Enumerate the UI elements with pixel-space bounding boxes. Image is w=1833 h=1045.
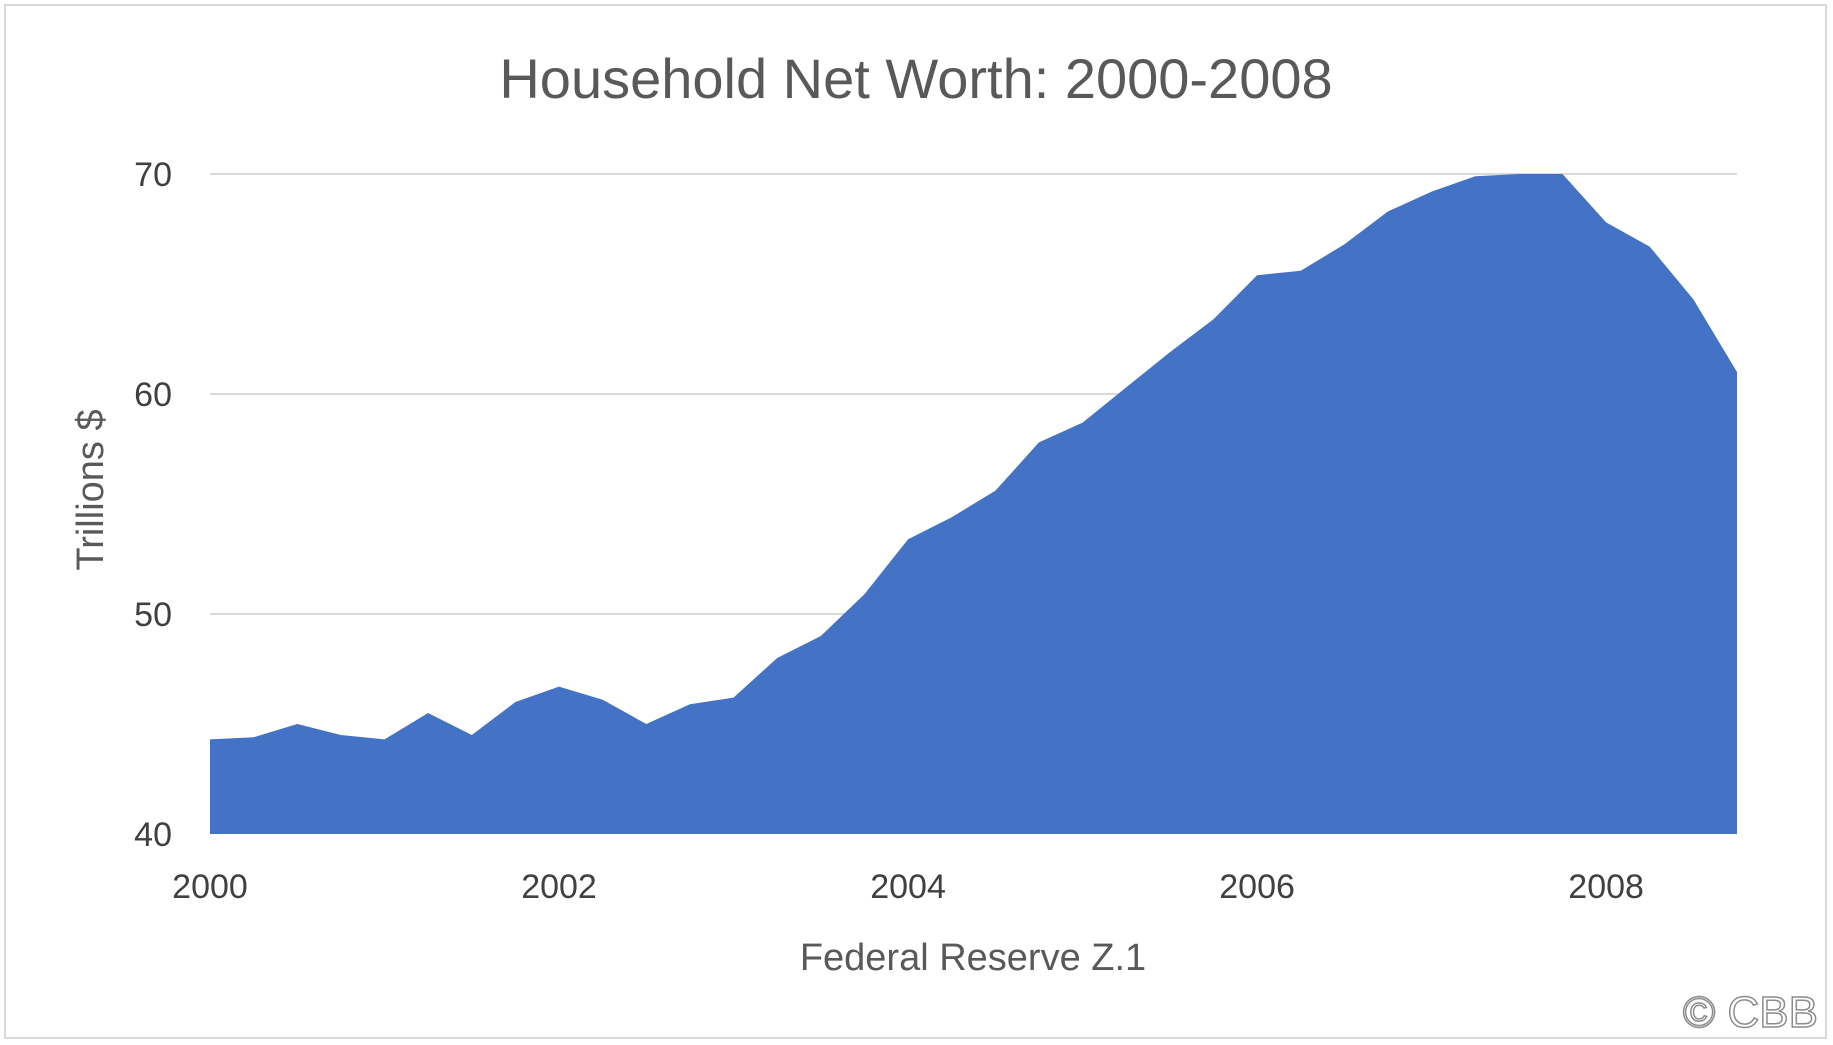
watermark: © CBB (1683, 988, 1818, 1037)
x-tick-label: 2002 (521, 868, 597, 906)
x-tick-label: 2008 (1568, 868, 1644, 906)
y-tick-label: 40 (134, 816, 172, 854)
x-axis-ticks: 2000 2002 2004 2006 2008 (172, 868, 1644, 906)
x-tick-label: 2000 (172, 868, 248, 906)
y-axis-ticks: 40 50 60 70 (134, 156, 172, 854)
area-fill (210, 174, 1737, 834)
y-tick-label: 70 (134, 156, 172, 194)
x-tick-label: 2004 (870, 868, 946, 906)
x-tick-label: 2006 (1219, 868, 1295, 906)
x-axis-title: Federal Reserve Z.1 (800, 937, 1146, 979)
area-series (210, 174, 1737, 834)
y-axis-title: Trillions $ (70, 409, 112, 570)
chart-title: Household Net Worth: 2000-2008 (499, 47, 1332, 110)
y-tick-label: 50 (134, 596, 172, 634)
y-tick-label: 60 (134, 376, 172, 414)
